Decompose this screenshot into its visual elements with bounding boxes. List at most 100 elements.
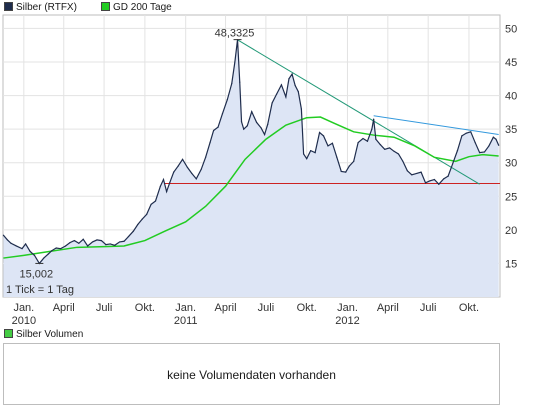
price-point — [371, 128, 373, 130]
price-point — [123, 240, 125, 242]
price-point — [479, 152, 481, 154]
price-point — [240, 121, 243, 123]
price-area-fill — [3, 39, 499, 298]
price-point — [280, 84, 283, 86]
x-tick-year: 2012 — [335, 315, 359, 327]
price-point — [150, 203, 152, 205]
price-point — [47, 253, 49, 255]
price-point — [231, 82, 233, 85]
price-point — [461, 135, 463, 137]
price-point — [275, 93, 278, 95]
price-point — [327, 145, 329, 147]
price-point — [87, 245, 89, 247]
y-tick-label: 40 — [505, 91, 517, 103]
price-point — [288, 78, 290, 80]
price-point — [406, 170, 408, 172]
price-point — [64, 245, 67, 247]
legend-swatch-silber — [4, 2, 13, 11]
price-point — [60, 248, 62, 250]
price-point — [424, 182, 427, 184]
price-point — [21, 248, 23, 250]
price-point — [217, 126, 219, 128]
price-point — [10, 242, 12, 244]
price-point — [15, 245, 17, 247]
price-point — [397, 153, 400, 155]
y-tick-label: 30 — [505, 158, 517, 170]
price-point — [191, 172, 193, 175]
price-point — [33, 254, 36, 256]
x-tick-label: April — [215, 302, 237, 314]
price-point — [82, 238, 84, 240]
legend-item-gd200[interactable]: GD 200 Tage — [101, 2, 172, 14]
price-point — [146, 213, 148, 216]
x-tick-label: Okt. — [297, 302, 317, 314]
x-tick-label: Jan. — [175, 302, 196, 314]
y-tick-label: 50 — [505, 23, 517, 35]
price-point — [362, 137, 364, 140]
x-tick-label: Juli — [258, 302, 275, 314]
price-point — [195, 178, 197, 180]
price-point — [474, 141, 476, 144]
price-point — [181, 158, 184, 160]
price-point — [51, 250, 53, 252]
price-point — [411, 174, 413, 176]
price-point — [105, 244, 107, 246]
tick-note: 1 Tick = 1 Tag — [6, 284, 74, 296]
x-tick-year: 2010 — [12, 315, 36, 327]
price-point — [177, 165, 179, 167]
price-point — [465, 132, 467, 134]
price-point — [109, 243, 111, 245]
price-point — [69, 242, 71, 244]
y-tick-label: 45 — [505, 57, 517, 69]
legend-item-silber[interactable]: Silber (RTFX) — [4, 2, 77, 14]
price-point — [127, 235, 130, 238]
price-point — [393, 150, 395, 152]
price-point — [119, 241, 121, 243]
legend-label-silber: Silber (RTFX) — [16, 2, 77, 13]
y-tick-label: 35 — [505, 124, 517, 136]
price-point — [340, 170, 342, 173]
price-point — [162, 178, 165, 181]
x-tick-label: Okt. — [135, 302, 155, 314]
price-point — [294, 84, 296, 87]
price-point — [55, 247, 57, 249]
price-point — [402, 160, 404, 162]
price-point — [384, 148, 386, 150]
volume-legend-swatch — [4, 329, 13, 338]
price-point — [165, 190, 168, 193]
price-point — [357, 141, 359, 144]
y-tick-label: 15 — [505, 258, 517, 270]
price-point — [379, 143, 381, 146]
y-tick-label: 25 — [505, 191, 517, 203]
price-point — [443, 178, 445, 180]
price-point — [2, 234, 5, 236]
volume-legend-label: Silber Volumen — [16, 329, 84, 340]
y-tick-label: 20 — [505, 225, 517, 237]
annotation-label-high: 48,3325 — [215, 28, 255, 40]
x-tick-label: Jan. — [337, 302, 358, 314]
price-point — [154, 200, 157, 202]
price-point — [43, 257, 45, 259]
price-point — [260, 127, 262, 129]
price-point — [25, 243, 27, 245]
gd200-line — [3, 116, 499, 259]
price-point — [132, 230, 134, 232]
x-tick-label: Juli — [420, 302, 437, 314]
price-point — [389, 147, 391, 149]
silver-price-line — [2, 39, 500, 265]
price-point — [451, 163, 454, 165]
price-point — [91, 241, 94, 243]
price-point — [212, 129, 215, 132]
price-point — [300, 108, 302, 110]
price-point — [310, 150, 312, 152]
price-point — [263, 133, 266, 136]
price-point — [141, 218, 143, 220]
price-point — [470, 131, 472, 133]
price-point — [239, 81, 241, 83]
price-point — [186, 166, 189, 169]
price-point — [416, 172, 418, 175]
price-point — [226, 99, 228, 101]
price-point — [137, 223, 139, 226]
price-point — [159, 185, 161, 187]
price-point — [429, 180, 431, 182]
